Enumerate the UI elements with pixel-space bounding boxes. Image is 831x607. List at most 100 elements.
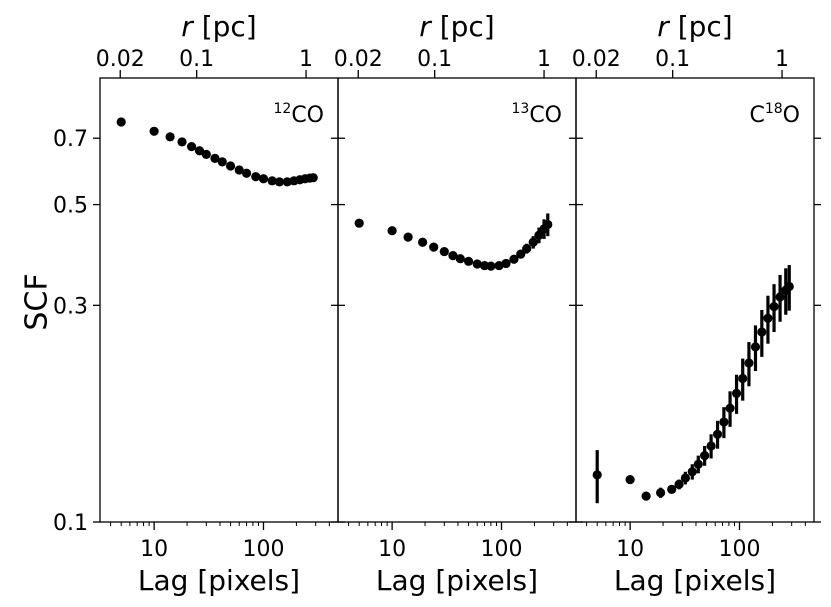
x-tick-label: 10 xyxy=(140,537,168,562)
data-point xyxy=(509,254,519,264)
data-point xyxy=(674,479,684,490)
data-point xyxy=(543,219,553,230)
data-point xyxy=(769,302,779,312)
data-point xyxy=(731,388,742,398)
top-axis-title-var: r xyxy=(181,10,194,43)
panel-frame xyxy=(575,77,815,523)
top-axis-title-var: r xyxy=(419,10,432,43)
top-tick-label: 1 xyxy=(299,47,313,72)
top-axis-title: r [pc] xyxy=(657,10,732,43)
data-point xyxy=(165,132,175,142)
data-point xyxy=(439,246,449,257)
data-point xyxy=(687,467,697,477)
panel-label: C18O xyxy=(749,101,800,128)
x-axis-title: Lag [pixels] xyxy=(614,564,776,597)
data-point xyxy=(251,172,261,182)
data-point xyxy=(241,168,252,178)
y-tick-label: 0.5 xyxy=(53,194,88,219)
data-point xyxy=(693,459,703,469)
x-tick-label: 100 xyxy=(718,537,760,562)
panel-frame xyxy=(337,77,577,523)
data-point xyxy=(403,232,413,242)
panel-label-superscript: 18 xyxy=(765,101,783,117)
data-point xyxy=(418,237,428,247)
top-tick-label: 0.02 xyxy=(334,47,383,72)
data-point xyxy=(763,313,773,323)
data-point xyxy=(744,358,754,368)
data-point xyxy=(472,259,482,269)
data-point xyxy=(354,218,364,228)
data-point xyxy=(784,281,794,292)
x-tick-label: 100 xyxy=(242,537,284,562)
data-point xyxy=(258,174,269,184)
data-point xyxy=(448,251,458,261)
data-point xyxy=(656,488,666,498)
y-tick-label: 0.7 xyxy=(53,127,88,152)
top-tick-label: 0.02 xyxy=(96,47,145,72)
x-axis-title: Lag [pixels] xyxy=(138,564,300,597)
panel-label: 12CO xyxy=(273,101,324,128)
top-tick-label: 0.1 xyxy=(179,47,214,72)
top-axis-title-unit: [pc] xyxy=(431,10,495,43)
y-tick-label: 0.1 xyxy=(53,511,88,536)
top-tick-label: 1 xyxy=(775,47,789,72)
data-point xyxy=(486,261,496,271)
data-point xyxy=(641,491,651,501)
top-axis-title-unit: [pc] xyxy=(669,10,733,43)
data-point xyxy=(217,157,227,167)
top-axis-title-unit: [pc] xyxy=(193,10,257,43)
data-point xyxy=(712,429,723,439)
data-point xyxy=(116,117,126,127)
panel-label-prefix: C xyxy=(749,103,764,128)
data-point xyxy=(494,260,504,271)
data-point xyxy=(308,173,318,183)
data-point xyxy=(225,161,236,171)
data-point xyxy=(455,254,465,264)
top-axis-title: r [pc] xyxy=(419,10,494,43)
data-point xyxy=(186,141,197,152)
top-axis-title: r [pc] xyxy=(181,10,256,43)
data-point xyxy=(700,451,710,461)
data-point xyxy=(680,473,690,483)
data-point xyxy=(516,249,526,259)
data-point xyxy=(210,153,220,163)
x-tick-label: 10 xyxy=(378,537,406,562)
data-point xyxy=(750,342,761,352)
data-point xyxy=(149,126,159,136)
x-tick-label: 100 xyxy=(480,537,522,562)
data-point xyxy=(528,237,538,247)
panel-label-main: O xyxy=(783,103,800,128)
data-point xyxy=(274,177,285,187)
top-tick-label: 1 xyxy=(537,47,551,72)
data-point xyxy=(706,441,716,451)
data-point xyxy=(625,474,635,485)
top-tick-label: 0.1 xyxy=(417,47,452,72)
data-point xyxy=(463,256,474,266)
data-point xyxy=(534,230,544,240)
y-axis-label: SCF xyxy=(20,273,55,330)
data-point xyxy=(592,470,602,480)
panel-label-main: CO xyxy=(529,103,562,128)
top-axis-title-var: r xyxy=(657,10,670,43)
data-point xyxy=(201,149,211,159)
top-tick-label: 0.1 xyxy=(655,47,690,72)
data-point xyxy=(234,165,244,175)
data-point xyxy=(522,243,532,254)
panel-label-superscript: 13 xyxy=(511,101,529,117)
y-tick-label: 0.3 xyxy=(53,294,88,319)
data-point xyxy=(725,403,735,413)
data-point xyxy=(719,417,729,427)
data-point xyxy=(738,373,748,384)
data-point xyxy=(177,137,187,147)
data-point xyxy=(194,146,205,156)
data-point xyxy=(757,327,767,337)
data-point xyxy=(501,258,511,269)
x-tick-label: 10 xyxy=(616,537,644,562)
panel-label: 13CO xyxy=(511,101,562,128)
data-point xyxy=(387,226,397,236)
